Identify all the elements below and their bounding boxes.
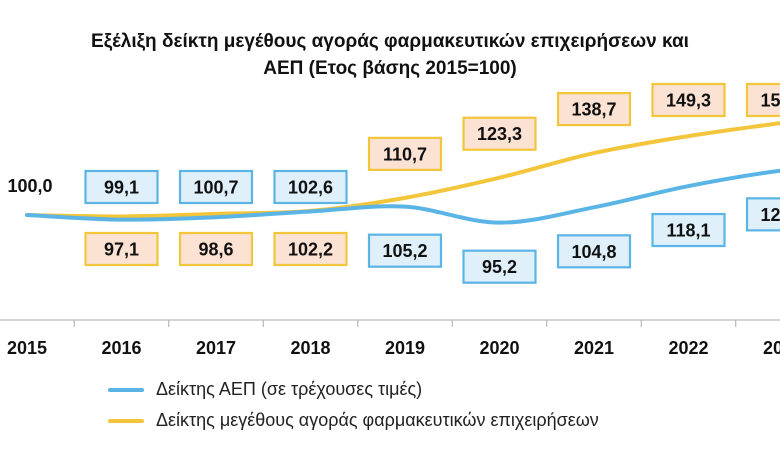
data-label-gdp-2019-box [367, 233, 443, 268]
series-line-gdp [25, 168, 780, 225]
data-label-pharma-2019-box [367, 136, 443, 171]
data-label-base: 100,0 [7, 176, 52, 196]
data-label-pharma-2017-box [178, 169, 254, 205]
data-label-gdp-2021-box [556, 234, 632, 269]
chart-title-line2: ΑΕΠ (Ετος βάσης 2015=100) [263, 58, 517, 79]
x-tick-label: 2022 [668, 338, 708, 358]
data-label-pharma-2020: 123,3 [477, 124, 522, 144]
legend-label-gdp: Δείκτης ΑΕΠ (σε τρέχουσες τιμές) [156, 379, 423, 399]
legend-item-gdp: Δείκτης ΑΕΠ (σε τρέχουσες τιμές) [108, 374, 599, 405]
data-label-gdp-2016-box [84, 231, 159, 267]
data-label-pharma-2017: 100,7 [193, 178, 238, 198]
data-label-gdp-2020-box [462, 249, 537, 284]
x-tick-label: 2021 [574, 338, 614, 358]
x-tick-label: 2018 [290, 338, 330, 358]
x-tick-label: 2015 [7, 338, 47, 358]
data-label-pharma-2023-box [745, 82, 780, 118]
legend-label-pharma: Δείκτης μεγέθους αγοράς φαρμακευτικών επ… [156, 410, 599, 430]
data-label-pharma-2018: 102,6 [288, 178, 333, 198]
data-label-gdp-2017-box [178, 231, 254, 267]
data-label-pharma-2016-box [84, 169, 159, 205]
data-label-pharma-2022-box [651, 82, 726, 118]
x-tick-label: 2019 [385, 338, 425, 358]
legend-item-pharma: Δείκτης μεγέθους αγοράς φαρμακευτικών επ… [108, 405, 599, 436]
x-tick-label: 2023 [763, 338, 780, 358]
data-label-gdp-2018-box [273, 231, 348, 267]
data-label-gdp-2022-box [651, 212, 726, 248]
data-label-pharma-2018-box [273, 169, 348, 205]
x-tick-label: 2020 [479, 338, 519, 358]
x-tick-label: 2017 [196, 338, 236, 358]
chart-title-line1: Εξέλιξη δείκτη μεγέθους αγοράς φαρμακευτ… [91, 31, 689, 52]
data-label-gdp-2020: 95,2 [482, 257, 517, 277]
data-label-gdp-2017: 98,6 [198, 240, 233, 260]
data-label-pharma-2021-box [556, 91, 632, 127]
data-label-gdp-2023: 127,9 [760, 205, 780, 225]
data-label-gdp-2022: 118,1 [666, 221, 710, 241]
series-line-pharma [25, 121, 780, 219]
chart-title: Εξέλιξη δείκτη μεγέθους αγοράς φαρμακευτ… [0, 28, 780, 82]
data-label-gdp-2019: 105,2 [382, 241, 427, 261]
data-label-gdp-2023-box [745, 197, 780, 232]
data-label-pharma-2019: 110,7 [383, 144, 427, 164]
data-label-pharma-2022: 149,3 [666, 91, 711, 111]
data-label-gdp-2021: 104,8 [571, 242, 616, 262]
data-label-gdp-2018: 102,2 [288, 240, 333, 260]
legend: Δείκτης ΑΕΠ (σε τρέχουσες τιμές) Δείκτης… [108, 374, 599, 436]
legend-swatch-gdp [108, 387, 144, 392]
data-label-pharma-2016: 99,1 [104, 178, 139, 198]
data-label-pharma-2021: 138,7 [571, 100, 616, 120]
data-label-pharma-2020-box [462, 116, 537, 151]
data-label-pharma-2023: 157,7 [760, 91, 780, 111]
data-label-gdp-2016: 97,1 [104, 240, 139, 260]
legend-swatch-pharma [108, 418, 144, 423]
x-tick-label: 2016 [101, 338, 141, 358]
